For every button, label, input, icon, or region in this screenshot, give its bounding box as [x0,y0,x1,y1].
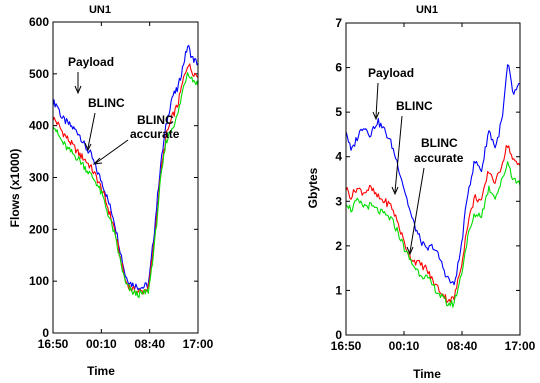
chart-right-arrow-blinc-accurate [409,167,425,253]
chart-right-xlabel: Time [413,367,441,381]
xtick-label: 16:50 [331,339,362,353]
xtick-label: 17:00 [183,337,214,351]
ytick-label: 6 [335,61,342,75]
chart-left-arrow-blinc-accurate [95,139,129,164]
chart-right-arrowhead-payload [372,111,380,121]
chart-left-ylabel: Flows (x1000) [8,149,22,228]
chart-left-annotation-payload: Payload [68,55,114,69]
chart-left-arrowhead-blinc-accurate [92,157,103,165]
xtick-label: 08:40 [447,339,478,353]
chart-left-series [52,44,199,299]
chart-left-annotation-blinc: BLINC [88,96,125,110]
chart-left-title: UN1 [89,4,111,16]
xtick-label: 00:10 [389,339,420,353]
chart-right-annotation-blinc-accurate-2: accurate [414,151,464,165]
ytick-label: 600 [29,15,49,29]
xtick-label: 16:50 [38,337,69,351]
chart-left-annotation-blinc-accurate-2: accurate [130,127,180,141]
series-blinc-line [345,144,521,304]
chart-right: UN1 Gbytes Time 0 1 2 3 4 5 6 7 16:50 00:10 08:40 1… [306,4,536,381]
series-blinc-accurate-line [52,72,199,299]
chart-right-title: UN1 [416,4,438,16]
ytick-label: 1 [335,283,342,297]
chart-right-frame [345,22,521,336]
chart-left-frame [52,21,199,334]
chart-right-series [345,64,521,308]
series-payload-line [345,64,521,286]
chart-right-annotation-blinc-accurate-1: BLINC [421,136,458,150]
ytick-label: 100 [29,274,49,288]
ytick-label: 200 [29,222,49,236]
chart-right-arrowhead-blinc-accurate [406,246,414,256]
ytick-label: 300 [29,171,49,185]
xtick-label: 08:40 [134,337,165,351]
chart-left-annotation-blinc-accurate-1: BLINC [137,113,174,127]
ytick-label: 0 [42,326,49,340]
chart-left-ticks: 0 100 200 300 400 500 600 16:50 00:10 08:40 17:00 [29,15,214,351]
chart-right-arrow-payload [375,82,379,118]
series-payload-line [52,44,199,291]
chart-left: UN1 Flows (x1000) Time 0 100 200 300 400 500 6… [8,4,214,378]
series-blinc-line [52,63,199,295]
ytick-label: 0 [335,328,342,342]
series-blinc-accurate-line [345,161,521,308]
xtick-label: 17:00 [505,339,536,353]
chart-left-xlabel: Time [87,364,115,378]
ytick-label: 400 [29,119,49,133]
chart-right-arrow-blinc [394,115,403,193]
chart-right-ylabel: Gbytes [306,167,320,208]
chart-right-annotation-payload: Payload [368,66,414,80]
ytick-label: 7 [335,16,342,30]
ytick-label: 2 [335,239,342,253]
ytick-label: 500 [29,67,49,81]
ytick-label: 3 [335,194,342,208]
chart-left-arrow-blinc [87,112,96,149]
chart-right-annotation-blinc: BLINC [396,99,433,113]
chart-right-arrowhead-blinc [391,186,399,196]
ytick-label: 4 [335,150,342,164]
chart-left-arrowhead-blinc [84,142,92,152]
chart-right-ticks: 0 1 2 3 4 5 6 7 16:50 00:10 08:40 17:00 [331,16,536,353]
chart-left-arrowhead-payload [74,85,82,95]
xtick-label: 00:10 [86,337,117,351]
ytick-label: 5 [335,105,342,119]
